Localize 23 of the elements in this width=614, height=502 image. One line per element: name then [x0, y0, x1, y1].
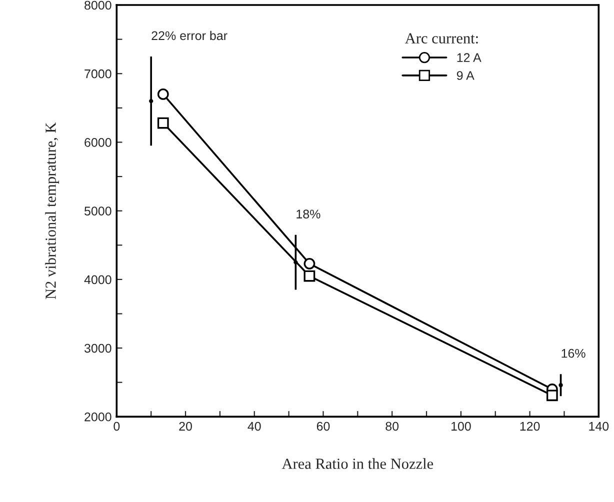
- legend-label: 9 A: [456, 71, 474, 80]
- x-axis-title: Area Ratio in the Nozzle: [282, 458, 434, 469]
- annotation: 22% error bar: [152, 30, 228, 40]
- y-tick-label: 8000: [84, 0, 112, 10]
- y-tick-label: 7000: [84, 69, 112, 78]
- x-tick-label: 80: [386, 422, 399, 431]
- annotation: 16%: [562, 348, 586, 358]
- x-tick-label: 120: [520, 422, 540, 431]
- legend-label: 12 A: [457, 53, 482, 62]
- legend-title: Arc current:: [405, 33, 478, 44]
- x-tick-label: 20: [179, 422, 192, 431]
- x-tick-label: 100: [451, 422, 471, 431]
- y-axis-title: N2 vibrational temprature, K: [45, 122, 59, 300]
- y-tick-label: 4000: [84, 275, 112, 284]
- x-tick-label: 40: [248, 422, 261, 431]
- x-tick-label: 140: [589, 422, 609, 431]
- annotation: 18%: [296, 210, 320, 218]
- x-tick-label: 0: [114, 422, 120, 431]
- y-tick-label: 6000: [84, 138, 112, 147]
- y-tick-label: 2000: [84, 412, 112, 422]
- y-tick-label: 5000: [84, 206, 112, 216]
- x-tick-label: 60: [316, 422, 330, 431]
- y-tick-label: 3000: [84, 344, 112, 353]
